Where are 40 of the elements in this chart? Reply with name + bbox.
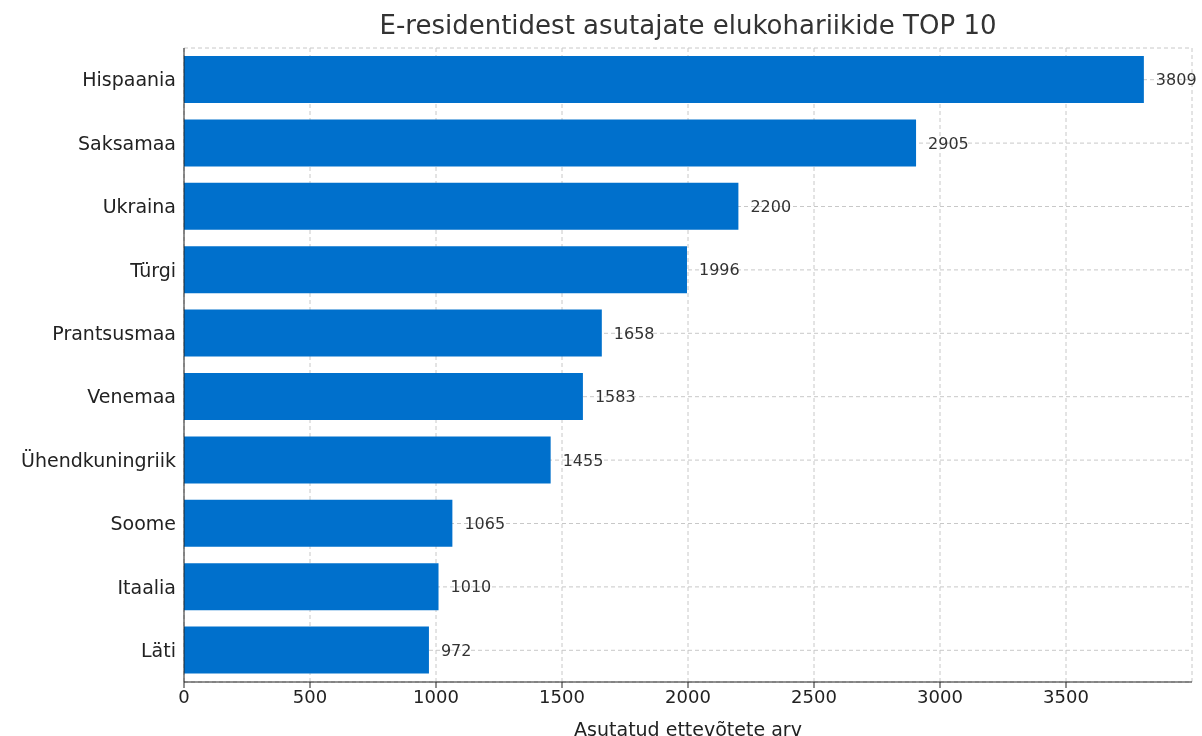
- y-tick-label: Läti: [141, 639, 176, 662]
- bar: [184, 246, 687, 294]
- data-label: 1996: [698, 260, 740, 280]
- x-tick-label: 0: [178, 685, 190, 707]
- x-tick-label: 3000: [917, 685, 963, 707]
- x-tick-label: 2000: [665, 685, 711, 707]
- y-tick-label: Türgi: [129, 258, 176, 281]
- bar: [184, 373, 583, 420]
- bar: [184, 436, 551, 484]
- bar: [184, 626, 429, 674]
- x-tick-label: 2500: [791, 685, 837, 707]
- y-tick-label: Prantsusmaa: [52, 322, 176, 345]
- data-label: 1583: [594, 387, 636, 407]
- chart-title: E-residentidest asutajate elukohariikide TOP 10: [378, 10, 998, 40]
- y-tick-label: Itaalia: [117, 575, 176, 598]
- bar: [184, 56, 1144, 103]
- y-tick-label: Ukraina: [102, 195, 176, 218]
- x-tick-label: 3500: [1043, 685, 1089, 707]
- data-label: 972: [440, 640, 472, 660]
- x-tick-label: 500: [292, 685, 328, 707]
- x-tick-label: 1000: [413, 685, 459, 707]
- bar: [184, 309, 602, 357]
- data-label: 1455: [562, 450, 604, 470]
- data-label: 2905: [928, 133, 969, 153]
- bar: [184, 182, 739, 230]
- y-tick-label: Saksamaa: [77, 131, 176, 154]
- x-axis-title: Asutatud ettevõtete arv: [574, 718, 802, 736]
- data-label: 2200: [750, 196, 792, 216]
- bar: [184, 499, 453, 547]
- data-label: 1010: [450, 577, 492, 597]
- y-tick-label: Hispaania: [82, 68, 176, 91]
- x-tick-label: 1500: [539, 685, 585, 707]
- y-tick-label: Soome: [110, 512, 176, 535]
- y-tick-label: Venemaa: [87, 385, 176, 408]
- data-label: 1065: [464, 513, 506, 533]
- bar: [184, 119, 917, 167]
- data-label: 3809: [1155, 70, 1197, 90]
- data-label: 1658: [613, 323, 655, 343]
- y-tick-label: Ühendkuningriik: [21, 448, 176, 471]
- bar: [184, 563, 439, 611]
